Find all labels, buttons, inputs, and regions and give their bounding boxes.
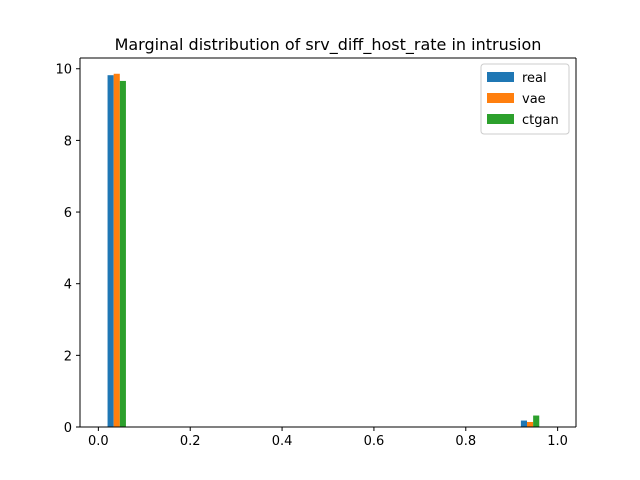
legend-swatch-real	[487, 72, 514, 82]
bar-ctgan-bin-9	[533, 415, 540, 427]
y-tick-label: 0	[64, 421, 72, 436]
legend: real vae ctgan	[480, 63, 570, 135]
bar-real-bin-0	[107, 75, 114, 428]
bar-ctgan-bin-0	[119, 80, 126, 427]
x-tick-label: 0.4	[272, 434, 293, 449]
y-tick-label: 6	[64, 206, 72, 221]
x-tick-label: 0.0	[88, 434, 109, 449]
axes-group: 0.0 0.2 0.4 0.6 0.8 1.0 0 2 4 6 8 10	[55, 57, 577, 449]
x-tick-label: 1.0	[547, 434, 568, 449]
y-tick-label: 8	[64, 134, 72, 149]
bar-real-bin-9	[520, 420, 528, 427]
legend-swatch-vae	[487, 93, 514, 103]
bars-group	[107, 73, 540, 428]
y-tick-label: 10	[55, 63, 72, 78]
legend-swatch-ctgan	[487, 114, 514, 124]
x-tick-label: 0.6	[364, 434, 385, 449]
bar-vae-bin-0	[113, 73, 120, 427]
x-tick-label: 0.8	[455, 434, 476, 449]
bar-vae-bin-9	[527, 421, 534, 427]
chart-title: Marginal distribution of srv_diff_host_r…	[115, 35, 542, 55]
legend-label-vae: vae	[522, 92, 546, 107]
legend-label-ctgan: ctgan	[522, 113, 559, 128]
y-tick-label: 4	[64, 278, 72, 293]
y-tick-label: 2	[64, 349, 72, 364]
legend-label-real: real	[522, 71, 547, 86]
x-tick-label: 0.2	[180, 434, 201, 449]
